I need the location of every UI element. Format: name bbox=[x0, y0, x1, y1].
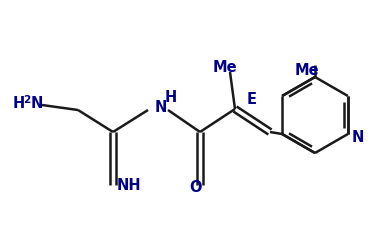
Text: H: H bbox=[165, 89, 177, 104]
Text: N: N bbox=[31, 96, 43, 111]
Text: N: N bbox=[155, 99, 167, 114]
Text: N: N bbox=[352, 131, 364, 146]
Text: E: E bbox=[247, 91, 257, 106]
Text: Me: Me bbox=[295, 63, 319, 78]
Text: Me: Me bbox=[213, 60, 237, 75]
Text: H: H bbox=[13, 96, 25, 111]
Text: NH: NH bbox=[117, 178, 142, 193]
Text: O: O bbox=[189, 180, 201, 195]
Text: 2: 2 bbox=[23, 95, 30, 105]
